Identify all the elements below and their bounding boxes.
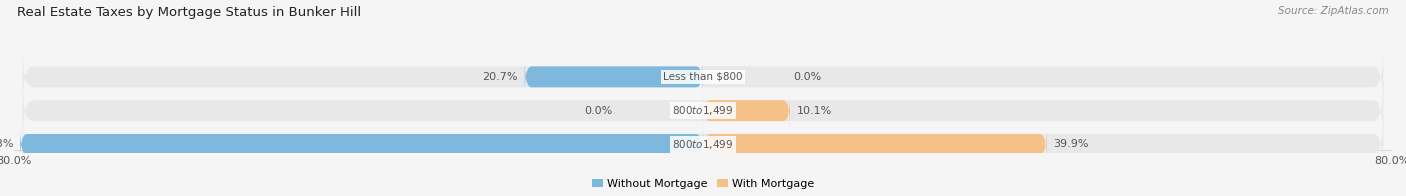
- Text: Source: ZipAtlas.com: Source: ZipAtlas.com: [1278, 6, 1389, 16]
- FancyBboxPatch shape: [22, 47, 1384, 107]
- Text: Real Estate Taxes by Mortgage Status in Bunker Hill: Real Estate Taxes by Mortgage Status in …: [17, 6, 361, 19]
- FancyBboxPatch shape: [22, 81, 1384, 141]
- Text: 20.7%: 20.7%: [482, 72, 517, 82]
- FancyBboxPatch shape: [22, 114, 1384, 174]
- Text: $800 to $1,499: $800 to $1,499: [672, 138, 734, 151]
- FancyBboxPatch shape: [703, 128, 1046, 161]
- Text: 0.0%: 0.0%: [585, 106, 613, 116]
- Text: 39.9%: 39.9%: [1053, 139, 1090, 149]
- FancyBboxPatch shape: [524, 60, 703, 93]
- Text: 10.1%: 10.1%: [797, 106, 832, 116]
- FancyBboxPatch shape: [20, 128, 703, 161]
- Text: 0.0%: 0.0%: [793, 72, 821, 82]
- Text: 79.3%: 79.3%: [0, 139, 13, 149]
- Text: Less than $800: Less than $800: [664, 72, 742, 82]
- Text: $800 to $1,499: $800 to $1,499: [672, 104, 734, 117]
- Legend: Without Mortgage, With Mortgage: Without Mortgage, With Mortgage: [592, 179, 814, 189]
- FancyBboxPatch shape: [703, 94, 790, 127]
